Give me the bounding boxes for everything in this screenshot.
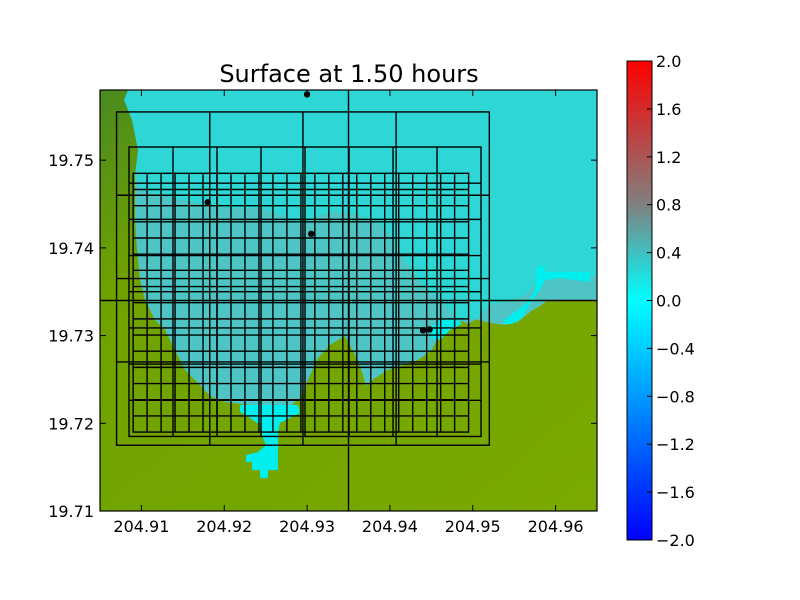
colorbar-tick-label: 2.0 — [656, 52, 681, 71]
plot-area — [100, 90, 597, 511]
gauge-point — [308, 230, 315, 238]
chart-title: Surface at 1.50 hours — [219, 60, 478, 88]
y-tick-label: 19.75 — [48, 151, 94, 170]
x-tick-label: 204.95 — [445, 517, 501, 536]
gauge-point — [426, 326, 433, 333]
colorbar-tick-label: 0.0 — [656, 292, 681, 311]
dry-cells — [240, 405, 300, 478]
x-axis: 204.91 204.92 204.93 204.94 204.95 204.96 — [113, 90, 584, 536]
patch-boundaries — [100, 90, 597, 511]
colorbar-tick-label: −1.6 — [656, 483, 695, 502]
x-tick-label: 204.91 — [113, 517, 169, 536]
gauge-markers — [204, 91, 433, 334]
colorbar-tick-label: −2.0 — [656, 531, 695, 550]
plot-frame — [99, 89, 598, 512]
colorbar-tick-label: 0.4 — [656, 244, 681, 263]
x-tick-label: 204.92 — [196, 517, 252, 536]
colorbar-tick-label: 1.6 — [656, 100, 681, 119]
gauge-point — [204, 199, 211, 206]
colorbar-tick-label: −0.4 — [656, 339, 695, 358]
dry-cells-east — [504, 266, 590, 324]
x-tick-label: 204.96 — [528, 517, 584, 536]
x-tick-label: 204.94 — [362, 517, 418, 536]
y-tick-label: 19.74 — [48, 239, 94, 258]
colorbar-tick-label: 1.2 — [656, 148, 681, 167]
colorbar-axis: 2.0 1.6 1.2 0.8 0.4 0.0 −0.4 −0.8 −1.2 −1.6 −2.0 — [647, 52, 695, 550]
x-tick-label: 204.93 — [279, 517, 335, 536]
y-tick-label: 19.73 — [48, 327, 94, 346]
y-tick-label: 19.72 — [48, 414, 94, 433]
colorbar-tick-label: −1.2 — [656, 435, 695, 454]
gauge-point — [419, 327, 427, 334]
colorbar-tick-label: −0.8 — [656, 387, 695, 406]
colorbar-tick-label: 0.8 — [656, 196, 681, 215]
y-tick-label: 19.71 — [48, 502, 94, 521]
ocean-region — [124, 90, 597, 324]
y-axis: 19.71 19.72 19.73 19.74 19.75 — [48, 151, 597, 521]
